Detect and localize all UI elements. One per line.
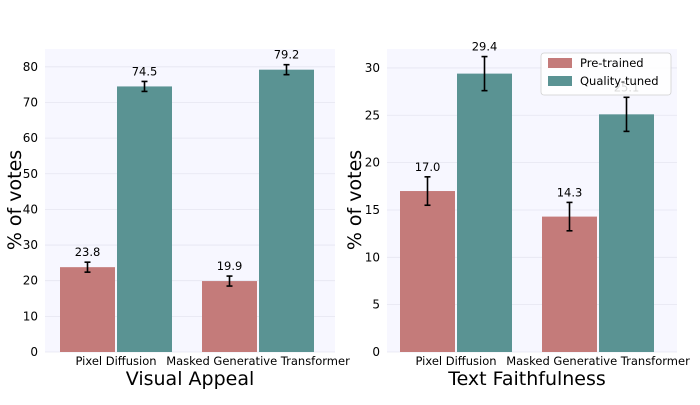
x-category-label: Pixel Diffusion (415, 354, 496, 368)
y-tick-label: 30 (23, 238, 38, 252)
x-axis-title: Text Faithfulness (447, 368, 606, 390)
data-label: 74.5 (132, 64, 158, 78)
bar-pre-trained (60, 267, 115, 352)
bar-quality-tuned (599, 114, 654, 352)
y-tick-label: 10 (365, 250, 380, 264)
legend-swatch-quality-tuned (548, 76, 572, 86)
y-tick-label: 40 (23, 202, 38, 216)
y-tick-label: 0 (372, 345, 380, 359)
x-axis-title: Visual Appeal (126, 368, 255, 390)
y-tick-label: 50 (23, 167, 38, 181)
data-label: 17.0 (415, 160, 441, 174)
bar-pre-trained (542, 216, 597, 352)
data-label: 23.8 (75, 245, 101, 259)
x-category-label: Masked Generative Transformer (506, 354, 690, 368)
x-category-label: Masked Generative Transformer (166, 354, 350, 368)
visual-appeal-panel: 23.8 74.5 19.9 79.2 0 10 20 30 40 50 60 70 80 Pixel… (4, 48, 350, 390)
legend-box (540, 52, 672, 96)
y-tick-label: 15 (365, 203, 380, 217)
y-tick-label: 20 (365, 156, 380, 170)
y-tick-label: 80 (23, 60, 38, 74)
legend: Pre-trained Quality-tuned (540, 52, 672, 96)
y-tick-label: 20 (23, 274, 38, 288)
y-tick-label: 60 (23, 131, 38, 145)
y-tick-label: 10 (23, 309, 38, 323)
bar-pre-trained (400, 191, 455, 352)
bar-pre-trained (202, 281, 257, 352)
y-tick-label: 0 (30, 345, 38, 359)
y-tick-label: 70 (23, 95, 38, 109)
y-tick-label: 30 (365, 61, 380, 75)
bar-quality-tuned (117, 86, 172, 352)
data-label: 79.2 (274, 48, 300, 62)
legend-label: Pre-trained (580, 56, 644, 70)
legend-swatch-pre-trained (548, 58, 572, 68)
y-axis-label: % of votes (4, 150, 26, 250)
y-tick-label: 25 (365, 108, 380, 122)
y-tick-label: 5 (372, 298, 380, 312)
data-label: 29.4 (472, 40, 498, 54)
data-label: 14.3 (557, 185, 583, 199)
legend-label: Quality-tuned (580, 74, 659, 88)
bar-quality-tuned (457, 73, 512, 353)
bar-quality-tuned (259, 69, 314, 352)
data-label: 19.9 (217, 259, 243, 273)
x-category-label: Pixel Diffusion (75, 354, 156, 368)
y-axis-label: % of votes (344, 150, 366, 250)
